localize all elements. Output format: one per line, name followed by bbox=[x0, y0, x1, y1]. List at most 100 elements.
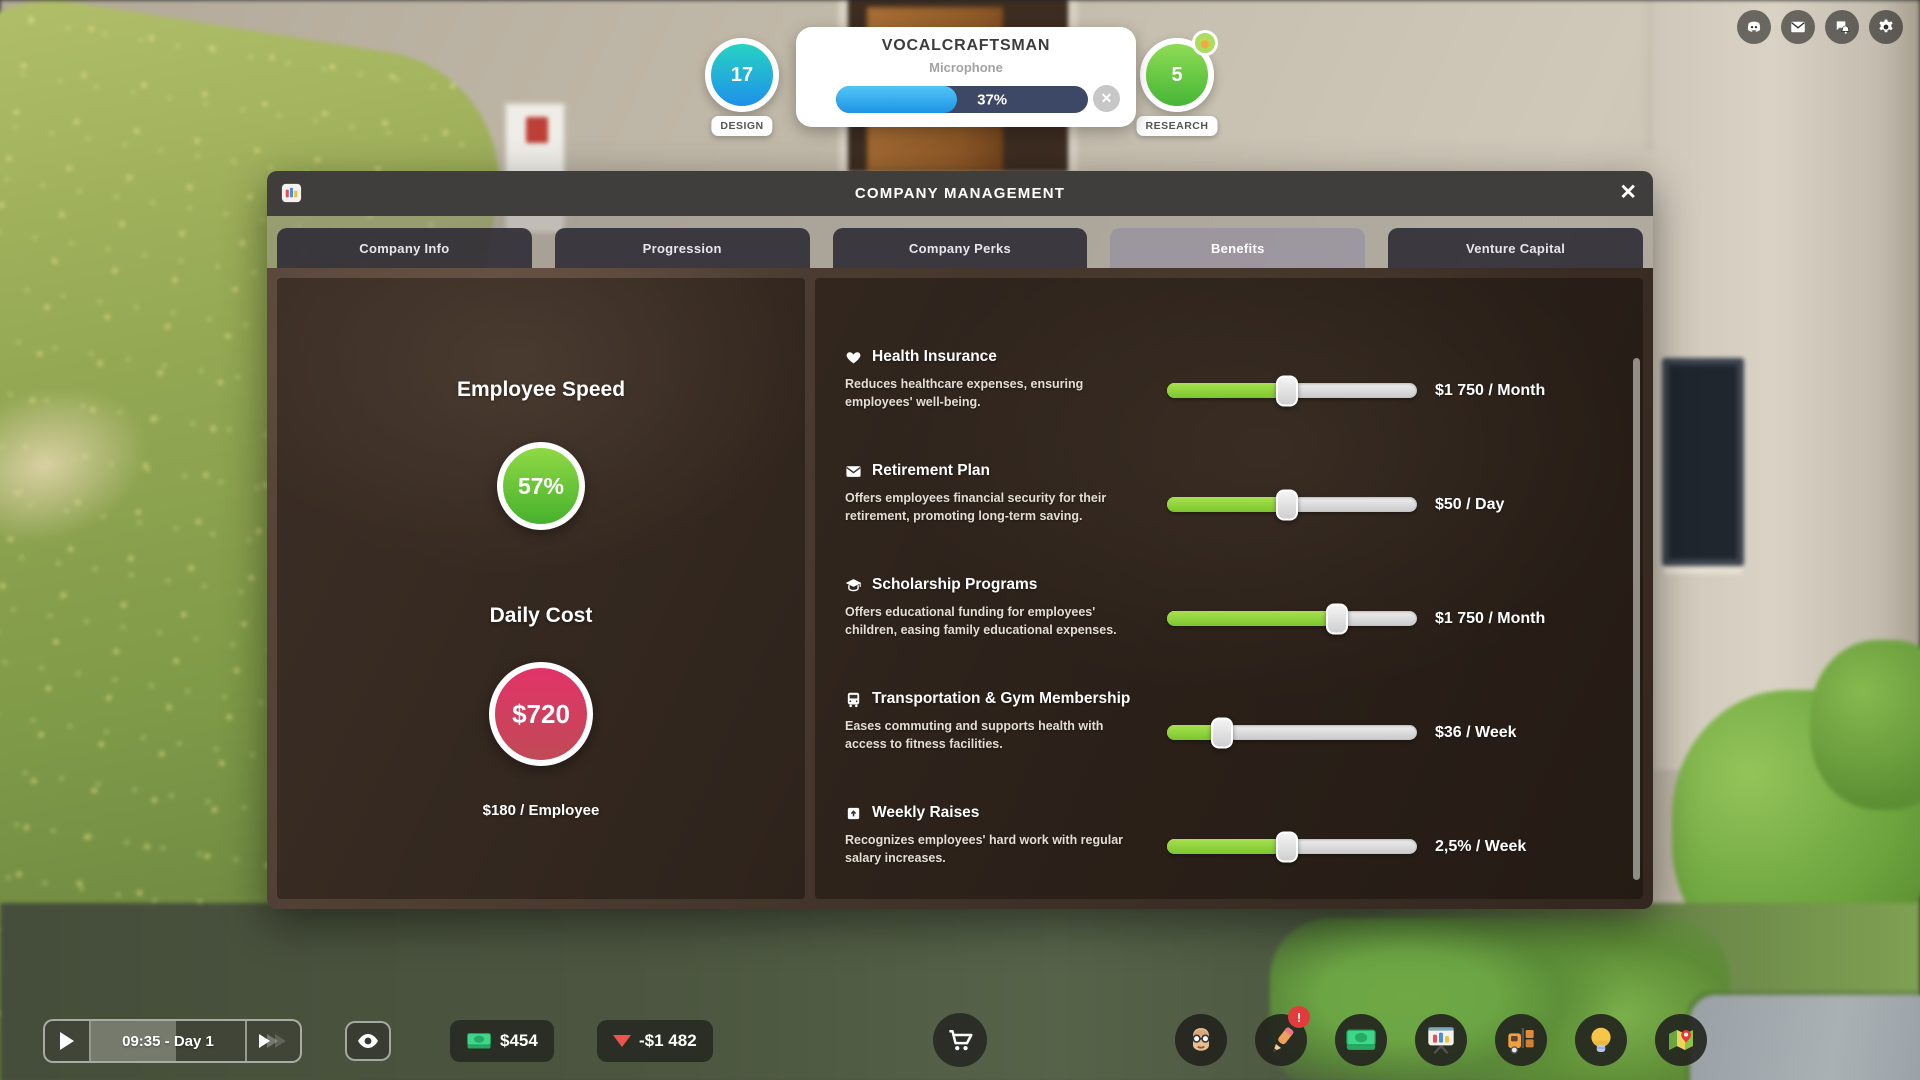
discord-button[interactable] bbox=[1737, 10, 1771, 44]
eye-icon bbox=[358, 1034, 378, 1048]
benefit-slider[interactable] bbox=[1167, 375, 1417, 406]
benefit-row: Transportation & Gym Membership Eases co… bbox=[845, 688, 1643, 796]
production-widget: VOCALCRAFTSMAN Microphone 37% ✕ bbox=[796, 27, 1136, 127]
day-progress-fill bbox=[91, 1021, 176, 1061]
mail-button[interactable] bbox=[1781, 10, 1815, 44]
slider-handle[interactable] bbox=[1211, 717, 1233, 748]
benefit-slider[interactable] bbox=[1167, 603, 1417, 634]
benefit-title: Scholarship Programs bbox=[872, 576, 1038, 593]
notifications-button[interactable] bbox=[1825, 10, 1859, 44]
company-management-button[interactable] bbox=[1415, 1014, 1467, 1066]
tab-company-perks[interactable]: Company Perks bbox=[832, 228, 1088, 268]
time-control: 09:35 - Day 1 bbox=[43, 1019, 302, 1063]
benefits-panel: Health Insurance Reduces healthcare expe… bbox=[815, 278, 1643, 899]
design-stat-bubble: 17 bbox=[705, 38, 779, 112]
build-alert-badge: ! bbox=[1288, 1006, 1310, 1028]
employee-speed-value: 57% bbox=[497, 442, 585, 530]
benefit-description: Eases commuting and supports health with… bbox=[845, 719, 1104, 752]
retirement-plan-icon bbox=[846, 465, 861, 477]
slider-fill bbox=[1167, 839, 1287, 854]
build-pencil-icon bbox=[1273, 1027, 1294, 1052]
employees-button[interactable] bbox=[1175, 1014, 1227, 1066]
map-button[interactable] bbox=[1655, 1014, 1707, 1066]
finances-button[interactable] bbox=[1335, 1014, 1387, 1066]
play-button[interactable] bbox=[45, 1021, 91, 1061]
finances-icon bbox=[1346, 1029, 1376, 1050]
design-value: 17 bbox=[730, 63, 754, 86]
bus-icon bbox=[847, 692, 860, 707]
cost-per-employee: $180 / Employee bbox=[482, 802, 600, 819]
tab-benefits[interactable]: Benefits bbox=[1110, 228, 1366, 268]
cash-amount: $454 bbox=[500, 1031, 538, 1050]
benefit-description: Offers employees financial security for … bbox=[845, 491, 1107, 524]
system-menu bbox=[1737, 10, 1903, 44]
company-management-dialog: COMPANY MANAGEMENT ✕ Company Info Progre… bbox=[267, 171, 1653, 909]
benefits-scrollbar[interactable] bbox=[1633, 358, 1640, 880]
cash-display[interactable]: $454 bbox=[450, 1020, 554, 1062]
benefit-row: Scholarship Programs Offers educational … bbox=[845, 574, 1643, 682]
benefit-value: 2,5% / Week bbox=[1435, 838, 1527, 855]
dialog-title: COMPANY MANAGEMENT bbox=[854, 185, 1066, 202]
loss-arrow-icon bbox=[613, 1035, 631, 1047]
tab-company-info[interactable]: Company Info bbox=[277, 228, 532, 268]
daily-cost-heading: Daily Cost bbox=[489, 604, 593, 627]
visibility-button[interactable] bbox=[345, 1021, 391, 1061]
employee-icon bbox=[1192, 1028, 1210, 1051]
play-icon bbox=[60, 1032, 74, 1050]
benefit-value: $50 / Day bbox=[1435, 496, 1505, 513]
tab-progression[interactable]: Progression bbox=[554, 228, 810, 268]
benefit-slider[interactable] bbox=[1167, 831, 1417, 862]
company-management-board-icon bbox=[1428, 1027, 1454, 1055]
research-label: RESEARCH bbox=[1136, 116, 1218, 136]
dialog-body: Employee Speed 57% Daily Cost $720 $180 … bbox=[267, 268, 1653, 909]
design-label: DESIGN bbox=[711, 116, 773, 136]
daily-cost-value: $720 bbox=[489, 662, 593, 766]
fast-forward-icon bbox=[274, 1034, 286, 1048]
discord-icon bbox=[1747, 21, 1761, 32]
window bbox=[1662, 358, 1744, 566]
benefit-slider[interactable] bbox=[1167, 717, 1417, 748]
fast-forward-button[interactable] bbox=[245, 1021, 300, 1061]
sun-icon bbox=[1199, 37, 1211, 49]
ideas-button[interactable] bbox=[1575, 1014, 1627, 1066]
clock-display: 09:35 - Day 1 bbox=[91, 1021, 245, 1061]
benefit-slider[interactable] bbox=[1167, 489, 1417, 520]
benefit-value: $36 / Week bbox=[1435, 724, 1517, 741]
benefit-title: Transportation & Gym Membership bbox=[872, 690, 1131, 707]
build-mode-button[interactable]: ! bbox=[1255, 1006, 1310, 1066]
slider-handle[interactable] bbox=[1276, 831, 1298, 862]
research-boost-badge bbox=[1192, 30, 1218, 56]
cart-icon bbox=[949, 1030, 973, 1051]
logistics-button[interactable] bbox=[1495, 1014, 1547, 1066]
production-close-button[interactable]: ✕ bbox=[1093, 85, 1120, 112]
slider-fill bbox=[1167, 383, 1287, 398]
slider-handle[interactable] bbox=[1276, 375, 1298, 406]
logistics-forklift-icon bbox=[1508, 1028, 1534, 1054]
slider-handle[interactable] bbox=[1276, 489, 1298, 520]
dialog-close-button[interactable]: ✕ bbox=[1619, 181, 1637, 204]
product-name: VOCALCRAFTSMAN bbox=[881, 37, 1051, 54]
settings-button[interactable] bbox=[1869, 10, 1903, 44]
map-icon bbox=[1669, 1029, 1693, 1050]
benefit-value: $1 750 / Month bbox=[1435, 382, 1546, 399]
mail-icon bbox=[1791, 21, 1805, 33]
benefit-value: $1 750 / Month bbox=[1435, 610, 1546, 627]
benefit-description: Reduces healthcare expenses, ensuring em… bbox=[845, 377, 1084, 410]
net-change-display[interactable]: -$1 482 bbox=[597, 1020, 713, 1062]
settings-gear-icon bbox=[1879, 19, 1893, 33]
production-progress-fill bbox=[836, 86, 957, 113]
production-progress-bar: 37% bbox=[836, 86, 1088, 113]
shop-button[interactable] bbox=[933, 1013, 987, 1067]
product-type: Microphone bbox=[929, 60, 1003, 75]
slider-fill bbox=[1167, 611, 1337, 626]
dialog-tabs: Company Info Progression Company Perks B… bbox=[267, 216, 1653, 268]
cash-icon bbox=[467, 1033, 491, 1049]
chat-notification-icon bbox=[1835, 21, 1851, 34]
bush bbox=[1810, 640, 1920, 810]
slider-handle[interactable] bbox=[1326, 603, 1348, 634]
bottom-hud: 09:35 - Day 1 $454 -$1 482 bbox=[0, 1000, 1920, 1080]
tab-venture-capital[interactable]: Venture Capital bbox=[1388, 228, 1643, 268]
research-value: 5 bbox=[1171, 63, 1183, 86]
fast-forward-icon bbox=[266, 1034, 278, 1048]
hud-icon-row: ! bbox=[1175, 1006, 1707, 1066]
